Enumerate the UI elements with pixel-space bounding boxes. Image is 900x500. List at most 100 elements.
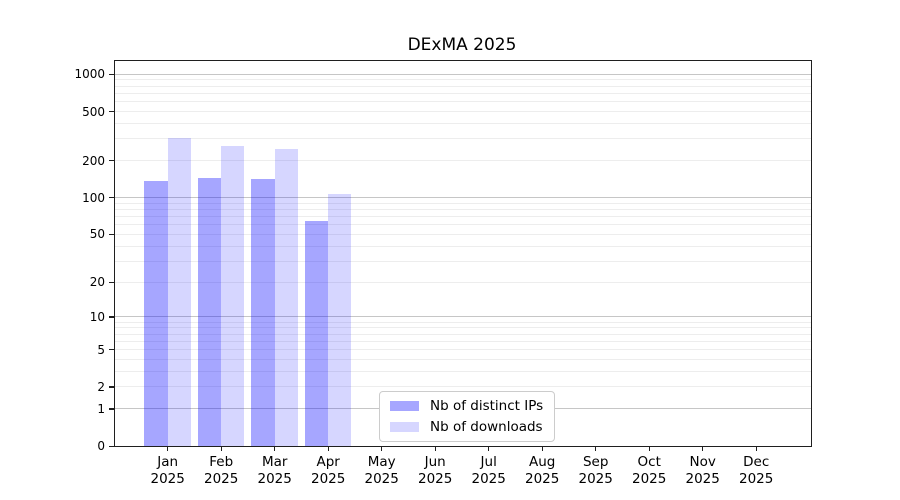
gridline-minor-5 (115, 349, 811, 351)
gridline-minor-3 (115, 370, 811, 372)
y-tick-label-200: 200 (82, 153, 105, 168)
gridline-minor-600 (115, 101, 811, 103)
chart-title: DExMA 2025 (407, 35, 517, 55)
gridline-minor-9 (115, 321, 811, 323)
y-tick-label-1: 1 (97, 401, 105, 416)
x-tick-month: May (367, 454, 396, 470)
x-tick-month: Aug (529, 454, 556, 470)
x-tick-label-nov: Nov 2025 (674, 454, 732, 487)
x-tick-label-jan: Jan 2025 (139, 454, 197, 487)
legend-label-distinct-ips: Nb of distinct IPs (430, 398, 544, 414)
x-tick-jul (488, 446, 490, 451)
x-tick-may (381, 446, 383, 451)
x-tick-year: 2025 (204, 470, 239, 487)
x-tick-year: 2025 (578, 470, 613, 487)
gridline-minor-8 (115, 327, 811, 329)
bar-downloads-feb (221, 145, 245, 446)
legend-swatch-downloads (390, 422, 419, 432)
legend-label-downloads: Nb of downloads (430, 419, 543, 435)
gridline-minor-700 (115, 92, 811, 94)
x-tick-month: Jan (157, 454, 179, 470)
y-tick-label-2: 2 (97, 379, 105, 394)
gridline-minor-20 (115, 281, 811, 283)
x-tick-aug (541, 446, 543, 451)
x-tick-year: 2025 (525, 470, 560, 487)
x-tick-label-mar: Mar 2025 (246, 454, 304, 487)
x-tick-year: 2025 (685, 470, 720, 487)
y-tick-500 (109, 111, 115, 113)
y-tick-20 (109, 281, 115, 283)
x-tick-month: Sep (582, 454, 609, 470)
gridline-minor-300 (115, 138, 811, 140)
x-tick-label-jul: Jul 2025 (460, 454, 518, 487)
y-tick-label-10: 10 (89, 309, 105, 324)
gridline-minor-500 (115, 111, 811, 112)
y-tick-5 (109, 349, 115, 351)
legend-item-downloads: Nb of downloads (390, 419, 543, 435)
legend-item-distinct-ips: Nb of distinct IPs (390, 398, 543, 414)
x-tick-year: 2025 (632, 470, 667, 487)
x-tick-label-aug: Aug 2025 (513, 454, 571, 487)
legend: Nb of distinct IPs Nb of downloads (379, 391, 556, 442)
gridline-minor-90 (115, 202, 811, 204)
gridline-major-10 (115, 316, 811, 318)
x-tick-oct (648, 446, 650, 451)
bar-downloads-jan (167, 138, 191, 446)
x-tick-month: Jun (424, 454, 446, 470)
x-tick-label-jun: Jun 2025 (406, 454, 464, 487)
bar-distinct-ips-apr (304, 220, 329, 446)
y-tick-1000 (109, 73, 115, 76)
x-tick-year: 2025 (418, 470, 453, 487)
y-tick-label-5: 5 (97, 342, 105, 357)
bar-downloads-mar (274, 149, 298, 446)
x-tick-label-apr: Apr 2025 (299, 454, 357, 487)
x-tick-sep (595, 446, 597, 451)
y-tick-label-500: 500 (82, 104, 105, 119)
x-tick-year: 2025 (739, 470, 774, 487)
gridline-minor-800 (115, 85, 811, 87)
x-tick-month: Nov (689, 454, 716, 470)
gridline-minor-40 (115, 245, 811, 247)
x-tick-label-oct: Oct 2025 (620, 454, 678, 487)
x-tick-label-may: May 2025 (353, 454, 411, 487)
x-tick-mar (274, 446, 276, 451)
gridline-minor-200 (115, 160, 811, 162)
x-tick-nov (702, 446, 704, 451)
y-tick-50 (109, 233, 115, 236)
x-tick-year: 2025 (257, 470, 292, 487)
plot-area: Nb of distinct IPs Nb of downloads 0 1 2 5 1… (74, 60, 812, 487)
gridline-minor-6 (115, 340, 811, 342)
x-tick-month: Jul (480, 454, 497, 470)
x-tick-month: Apr (316, 454, 340, 470)
x-tick-month: Feb (209, 454, 234, 470)
y-tick-200 (109, 160, 115, 162)
gridline-minor-60 (115, 224, 811, 226)
x-tick-jun (434, 446, 436, 451)
gridline-minor-4 (115, 358, 811, 360)
gridline-minor-50 (115, 233, 811, 235)
y-tick-label-1000: 1000 (74, 67, 105, 82)
x-tick-month: Oct (637, 454, 661, 470)
y-tick-2 (109, 386, 115, 388)
x-tick-month: Mar (261, 454, 288, 470)
y-tick-label-0: 0 (97, 439, 105, 453)
x-tick-year: 2025 (311, 470, 346, 487)
gridline-minor-70 (115, 216, 811, 218)
bar-downloads-apr (328, 194, 352, 446)
x-tick-apr (327, 446, 329, 451)
bar-distinct-ips-feb (197, 177, 222, 446)
gridline-minor-80 (115, 209, 811, 211)
bar-distinct-ips-jan (144, 180, 168, 446)
y-tick-10 (109, 316, 115, 318)
x-tick-label-dec: Dec 2025 (727, 454, 785, 487)
x-tick-jan (167, 446, 169, 451)
x-tick-year: 2025 (150, 470, 185, 487)
legend-swatch-distinct-ips (390, 401, 419, 411)
y-tick-label-100: 100 (82, 190, 105, 205)
gridline-minor-900 (115, 79, 811, 81)
x-tick-month: Dec (743, 454, 770, 470)
y-tick-100 (109, 197, 115, 199)
x-tick-label-feb: Feb 2025 (192, 454, 250, 487)
gridline-major-100 (115, 197, 811, 199)
